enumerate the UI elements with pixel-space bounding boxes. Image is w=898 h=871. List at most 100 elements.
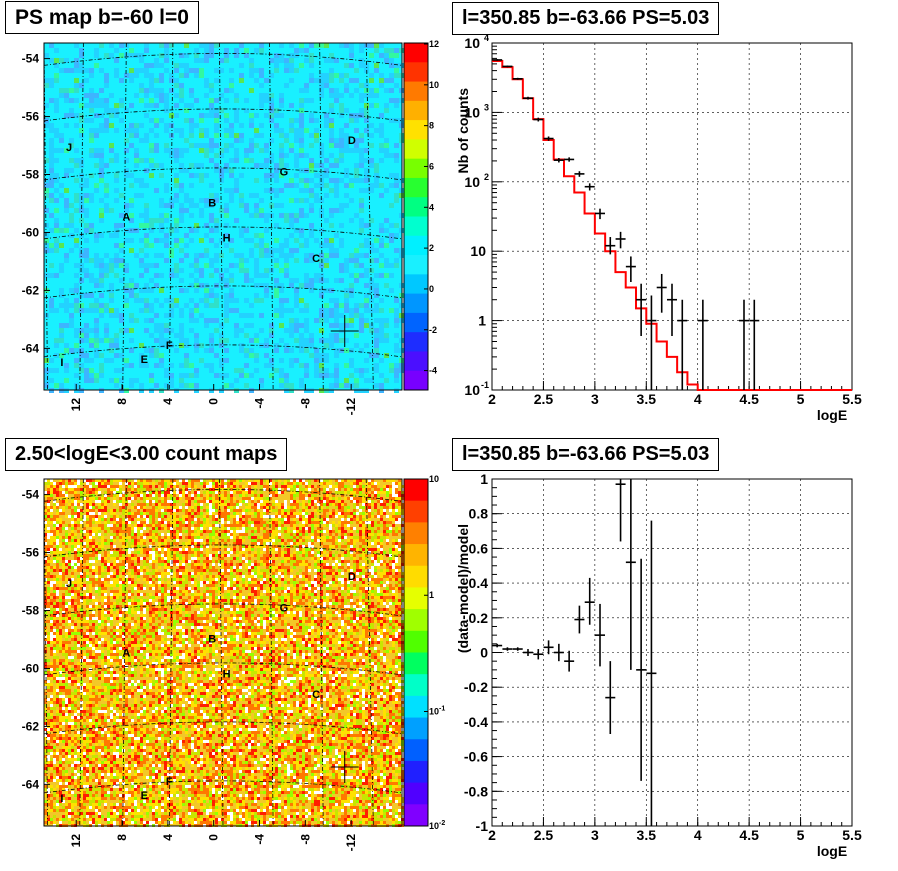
map-cell [149, 533, 152, 536]
map-cell [269, 509, 272, 512]
map-cell [227, 509, 230, 512]
map-cell [158, 548, 161, 551]
map-cell [128, 485, 131, 488]
map-cell [377, 557, 380, 560]
map-cell [179, 506, 182, 509]
map-cell [44, 378, 49, 383]
map-cell [234, 53, 239, 58]
map-cell [47, 500, 50, 503]
map-cell [64, 208, 69, 213]
map-cell [335, 557, 338, 560]
map-cell [139, 273, 144, 278]
map-cell [164, 485, 167, 488]
map-cell [101, 560, 104, 563]
map-cell [394, 318, 399, 323]
map-cell [59, 333, 64, 338]
map-cell [173, 551, 176, 554]
map-cell [56, 482, 59, 485]
map-cell [398, 491, 401, 494]
map-cell [144, 298, 149, 303]
map-cell [158, 512, 161, 515]
map-cell [143, 539, 146, 542]
map-cell [188, 512, 191, 515]
map-cell [113, 530, 116, 533]
map-cell [128, 500, 131, 503]
map-cell [164, 218, 169, 223]
map-cell [74, 566, 77, 569]
map-cell [128, 488, 131, 491]
map-cell [129, 128, 134, 133]
map-cell [140, 524, 143, 527]
map-cell [144, 68, 149, 73]
map-cell [296, 539, 299, 542]
map-cell [368, 500, 371, 503]
map-cell [254, 485, 257, 488]
map-cell [92, 551, 95, 554]
map-cell [189, 298, 194, 303]
map-cell [314, 138, 319, 143]
map-cell [139, 353, 144, 358]
map-cell [184, 338, 189, 343]
map-cell [203, 482, 206, 485]
map-cell [79, 303, 84, 308]
map-cell [320, 533, 323, 536]
map-cell [353, 527, 356, 530]
map-cell [188, 551, 191, 554]
map-cell [140, 515, 143, 518]
map-cell [167, 548, 170, 551]
map-cell [314, 183, 319, 188]
map-cell [359, 548, 362, 551]
map-cell [53, 566, 56, 569]
map-cell [104, 183, 109, 188]
map-cell [188, 536, 191, 539]
map-cell [368, 560, 371, 563]
map-cell [299, 494, 302, 497]
map-cell [319, 173, 324, 178]
map-cell [188, 539, 191, 542]
map-cell [248, 485, 251, 488]
map-cell [260, 512, 263, 515]
map-cell [119, 509, 122, 512]
map-cell [59, 494, 62, 497]
map-cell [380, 554, 383, 557]
map-cell [59, 268, 64, 273]
map-cell [274, 178, 279, 183]
map-cell [242, 509, 245, 512]
map-cell [179, 488, 182, 491]
map-cell [354, 78, 359, 83]
map-cell [191, 521, 194, 524]
map-cell [209, 554, 212, 557]
map-cell [101, 545, 104, 548]
map-cell [54, 108, 59, 113]
map-cell [314, 539, 317, 542]
map-cell [49, 148, 54, 153]
map-cell [164, 566, 167, 569]
map-cell [59, 338, 64, 343]
map-cell [114, 383, 119, 388]
map-cell [332, 512, 335, 515]
map-cell [179, 527, 182, 530]
map-cell [294, 323, 299, 328]
map-cell [89, 494, 92, 497]
map-cell [369, 78, 374, 83]
map-cell [274, 368, 279, 373]
map-cell [143, 560, 146, 563]
map-cell [353, 491, 356, 494]
map-cell [119, 368, 124, 373]
map-cell [296, 515, 299, 518]
map-cell [89, 303, 94, 308]
map-cell [74, 63, 79, 68]
map-cell [324, 168, 329, 173]
map-cell [229, 298, 234, 303]
map-cell [371, 497, 374, 500]
map-cell [203, 527, 206, 530]
map-cell [74, 238, 79, 243]
map-cell [164, 500, 167, 503]
map-cell [319, 183, 324, 188]
map-cell [317, 485, 320, 488]
map-cell [173, 503, 176, 506]
map-cell [95, 548, 98, 551]
map-cell [124, 288, 129, 293]
map-cell [139, 288, 144, 293]
map-cell [89, 557, 92, 560]
